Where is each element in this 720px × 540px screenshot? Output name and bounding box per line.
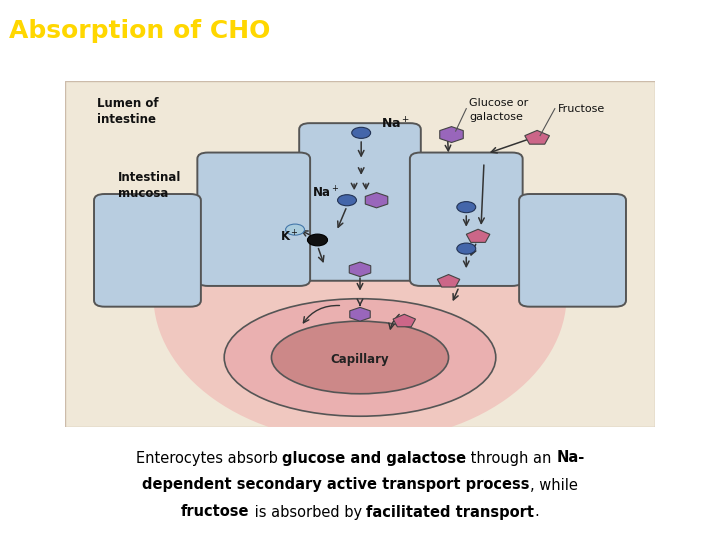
Text: .: . [534, 504, 539, 519]
Text: Capillary: Capillary [330, 353, 390, 366]
Circle shape [307, 234, 328, 246]
Text: Enterocytes absorb: Enterocytes absorb [135, 450, 282, 465]
Text: Intestinal: Intestinal [118, 171, 181, 184]
Text: intestine: intestine [97, 112, 156, 125]
Circle shape [286, 224, 305, 235]
Text: Lumen of: Lumen of [97, 97, 159, 110]
FancyBboxPatch shape [94, 194, 201, 307]
Text: glucose and galactose: glucose and galactose [282, 450, 466, 465]
Polygon shape [467, 230, 490, 242]
Text: , while: , while [530, 477, 577, 492]
Text: facilitated transport: facilitated transport [366, 504, 534, 519]
Polygon shape [437, 274, 460, 287]
Circle shape [338, 195, 356, 206]
Text: Absorption of CHO: Absorption of CHO [9, 19, 270, 43]
FancyBboxPatch shape [410, 152, 523, 286]
Text: galactose: galactose [469, 112, 523, 122]
Circle shape [456, 201, 476, 213]
Text: dependent secondary active transport process: dependent secondary active transport pro… [143, 477, 530, 492]
Ellipse shape [224, 299, 496, 416]
Polygon shape [350, 307, 370, 321]
Text: Fructose: Fructose [558, 104, 605, 113]
Text: Na$^+$: Na$^+$ [381, 117, 410, 132]
FancyBboxPatch shape [65, 81, 655, 427]
Text: Glucose or: Glucose or [469, 98, 528, 109]
FancyBboxPatch shape [519, 194, 626, 307]
Text: is absorbed by: is absorbed by [250, 504, 366, 519]
Circle shape [352, 127, 371, 138]
FancyBboxPatch shape [300, 123, 420, 281]
Text: mucosa: mucosa [118, 187, 168, 200]
Polygon shape [349, 262, 371, 276]
Ellipse shape [153, 148, 567, 442]
Circle shape [456, 243, 476, 254]
Polygon shape [525, 131, 549, 144]
Ellipse shape [271, 321, 449, 394]
Text: through an: through an [466, 450, 556, 465]
FancyBboxPatch shape [197, 152, 310, 286]
Text: Na$^+$: Na$^+$ [312, 186, 339, 201]
Polygon shape [440, 126, 463, 143]
Text: Na-: Na- [556, 450, 585, 465]
Text: fructose: fructose [181, 504, 250, 519]
Polygon shape [365, 193, 388, 208]
Polygon shape [393, 314, 415, 327]
Text: K$^+$: K$^+$ [280, 229, 299, 244]
